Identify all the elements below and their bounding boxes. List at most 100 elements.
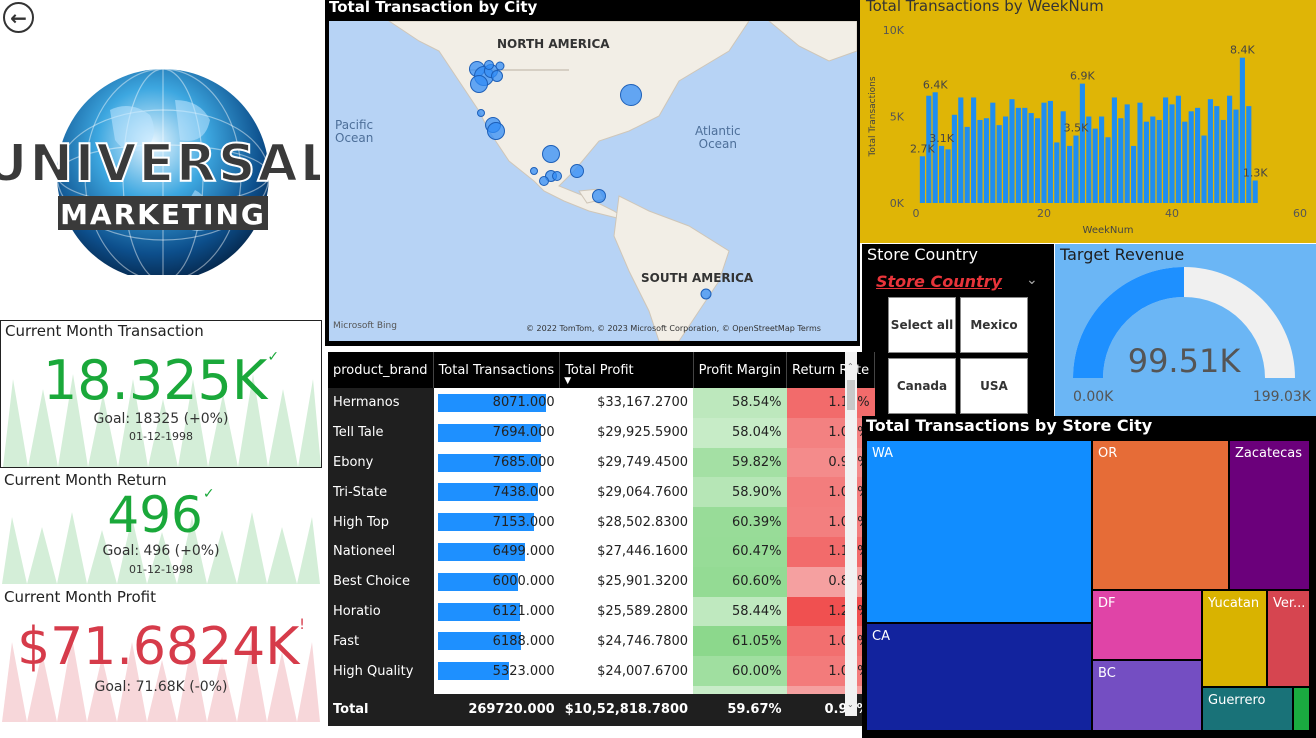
- map-attribution[interactable]: © 2022 TomTom, © 2023 Microsoft Corporat…: [526, 324, 821, 333]
- treemap-tile-yucatan[interactable]: Yucatan: [1202, 590, 1267, 687]
- bar: [945, 149, 951, 203]
- cell-profit: $33,167.2700: [559, 388, 694, 418]
- target-revenue-gauge[interactable]: Target Revenue 99.51K 0.00K 199.03K: [1055, 244, 1316, 416]
- slicer-option-usa[interactable]: USA: [960, 358, 1028, 414]
- scroll-thumb[interactable]: [847, 380, 855, 410]
- cell-brand: Fast: [328, 626, 434, 657]
- city-bubble[interactable]: [552, 171, 562, 181]
- cell-transactions: 7438.000: [432, 477, 560, 508]
- kpi-card-profit: Current Month Profit $71.6824K! Goal: 71…: [0, 587, 322, 722]
- total-profit: $10,52,818.7800: [559, 693, 694, 726]
- treemap-tile-guerrero[interactable]: Guerrero: [1202, 687, 1293, 731]
- chevron-down-icon[interactable]: ⌄: [1026, 272, 1038, 288]
- week-bar-chart[interactable]: Total Transactions by WeekNum 0K 5K 10K 0 20…: [860, 0, 1316, 243]
- city-bubble[interactable]: [570, 164, 584, 178]
- logo-text-marketing: MARKETING: [60, 198, 266, 231]
- city-bubble[interactable]: [491, 70, 503, 82]
- scroll-down-icon[interactable]: ⌄: [847, 700, 854, 709]
- treemap-tile-ca[interactable]: CA: [866, 623, 1092, 731]
- city-bubble[interactable]: [542, 145, 560, 163]
- kpi-card-transaction: Current Month Transaction 18.325K✓ Goal:…: [0, 320, 322, 468]
- table-scrollbar[interactable]: ⌃ ⌄: [845, 352, 857, 716]
- data-bar: [438, 423, 542, 442]
- city-bubble[interactable]: [700, 288, 712, 300]
- scroll-up-icon[interactable]: ⌃: [847, 362, 854, 371]
- bar: [1239, 57, 1245, 204]
- slicer-option-mexico[interactable]: Mexico: [960, 297, 1028, 353]
- bar: [1188, 111, 1194, 203]
- total-transactions: 269720.000: [433, 693, 560, 726]
- column-header-margin[interactable]: Profit Margin: [693, 352, 788, 388]
- slicer-header[interactable]: Store Country: [876, 272, 1002, 291]
- treemap-tile-veracruz[interactable]: Ver...: [1267, 590, 1310, 687]
- bar: [1118, 118, 1124, 203]
- brand-table[interactable]: product_brand Total Transactions Total P…: [327, 352, 876, 738]
- column-header-profit[interactable]: Total Profit ▼: [559, 352, 694, 388]
- city-bubble[interactable]: [470, 75, 488, 93]
- city-bubble[interactable]: [487, 122, 505, 140]
- table-row[interactable]: Best Choice6000.000$25,901.320060.60%0.8…: [328, 566, 875, 597]
- back-arrow-icon[interactable]: ←: [3, 2, 34, 33]
- treemap-tile-or[interactable]: OR: [1092, 440, 1229, 590]
- cell-return-rate: 0.95%: [786, 447, 875, 478]
- column-header-transactions[interactable]: Total Transactions: [433, 352, 561, 388]
- cell-margin: 60.39%: [693, 507, 787, 537]
- bar: [1003, 116, 1009, 203]
- bar: [1195, 107, 1201, 203]
- bar: [1099, 116, 1105, 203]
- kpi-sparkline: [2, 512, 320, 584]
- slicer-option-canada[interactable]: Canada: [888, 358, 956, 414]
- bar: [1150, 116, 1156, 203]
- city-bubble[interactable]: [484, 60, 494, 70]
- map-canvas[interactable]: NORTH AMERICA SOUTH AMERICA Pacific Ocea…: [329, 21, 857, 341]
- cell-margin: 60.60%: [693, 566, 787, 597]
- kpi-value: $71.6824K!: [17, 617, 305, 677]
- treemap-tile-zacatecas[interactable]: Zacatecas: [1229, 440, 1310, 590]
- bar: [1060, 111, 1066, 203]
- city-bubble[interactable]: [592, 189, 606, 203]
- bar: [990, 102, 996, 203]
- treemap-tile-other[interactable]: [1293, 687, 1310, 731]
- cell-return-rate: 1.09%: [786, 626, 875, 657]
- total-label: Total: [328, 693, 434, 726]
- gauge-fill: [1073, 267, 1184, 378]
- city-bubble[interactable]: [539, 176, 549, 186]
- city-bubble[interactable]: [530, 167, 538, 175]
- map-visual[interactable]: Total Transaction by City NORTH AMERICA …: [325, 0, 860, 346]
- data-bar: [438, 394, 547, 412]
- slicer-option-select-all[interactable]: Select all: [888, 297, 956, 353]
- city-bubble[interactable]: [477, 109, 485, 117]
- y-tick-label: 10K: [883, 24, 905, 37]
- column-header-return-rate[interactable]: Return Rate: [786, 352, 876, 388]
- universal-marketing-logo: UNIVERSAL MARKETING: [0, 40, 334, 282]
- bar: [1201, 135, 1207, 203]
- cell-return-rate: 1.25%: [786, 596, 875, 627]
- table-row[interactable]: High Quality5323.000$24,007.670060.00%1.…: [328, 656, 875, 686]
- data-bar: [438, 483, 538, 502]
- cell-transactions: 7685.000: [432, 447, 560, 478]
- treemap-tile-bc[interactable]: BC: [1092, 660, 1202, 731]
- cell-brand: Nationeel: [328, 536, 434, 567]
- store-country-slicer[interactable]: Store Country Store Country ⌄ Select all…: [862, 244, 1054, 416]
- bar: [1246, 106, 1252, 203]
- data-label: 8.4K: [1230, 44, 1255, 57]
- column-header-brand[interactable]: product_brand: [328, 352, 434, 388]
- treemap-tile-df[interactable]: DF: [1092, 590, 1202, 660]
- kpi-sparkline: [2, 637, 320, 722]
- product-brand-table: product_brand Total Transactions Total P…: [328, 352, 876, 726]
- city-bubble[interactable]: [495, 61, 505, 71]
- treemap-title: Total Transactions by Store City: [866, 416, 1153, 435]
- sort-desc-icon[interactable]: ▼: [564, 376, 572, 386]
- city-bubble[interactable]: [620, 84, 642, 106]
- map-label-pacific: Pacific Ocean: [335, 118, 374, 145]
- treemap-tile-wa[interactable]: WA: [866, 440, 1092, 623]
- store-city-treemap[interactable]: Total Transactions by Store City WA CA O…: [862, 416, 1316, 738]
